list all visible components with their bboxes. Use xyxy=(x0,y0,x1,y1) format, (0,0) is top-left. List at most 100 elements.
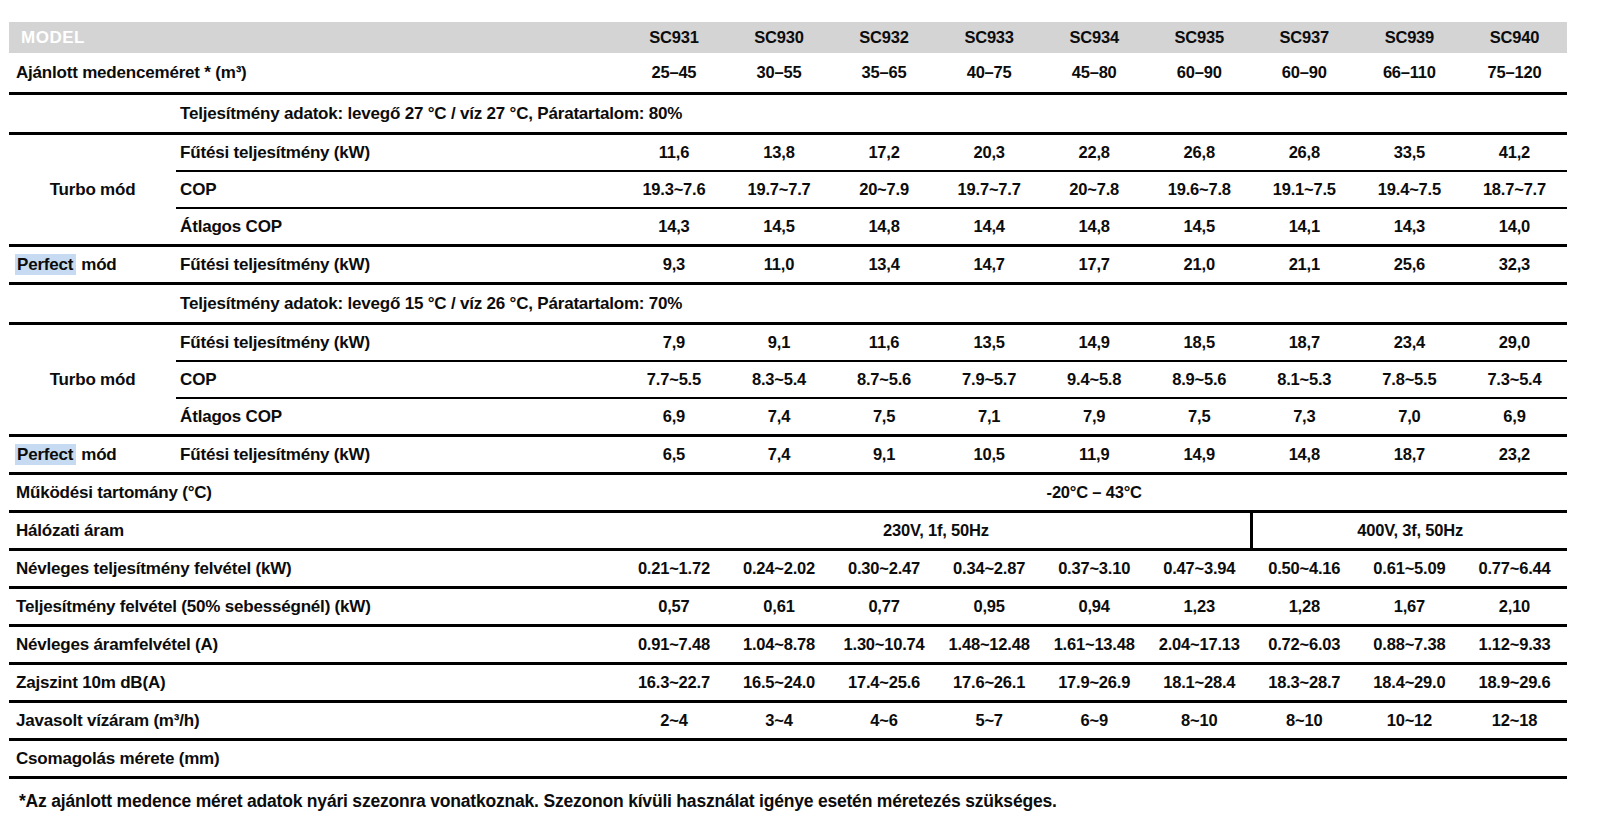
value-cell: 14,9 xyxy=(1042,324,1147,362)
value-cell: 19.7~7.7 xyxy=(937,171,1042,208)
value-cell: 11,6 xyxy=(832,324,937,362)
value-cell: 14,8 xyxy=(832,208,937,246)
rated-power-input-row: Névleges teljesítmény felvétel (kW) 0.21… xyxy=(9,550,1567,588)
value-cell: 26,8 xyxy=(1147,134,1252,172)
value-cell: 7,3 xyxy=(1252,398,1357,436)
value-cell: 16.3~22.7 xyxy=(621,664,726,702)
value-cell: 6,5 xyxy=(621,436,726,474)
value-cell: 7,5 xyxy=(832,398,937,436)
model-column-header: SC939 xyxy=(1357,22,1462,53)
value-cell: 40–75 xyxy=(937,53,1042,94)
value-cell: 14,3 xyxy=(621,208,726,246)
value-cell: 1,23 xyxy=(1147,588,1252,626)
value-cell: 0.34~2.87 xyxy=(937,550,1042,588)
value-cell: 1.04~8.78 xyxy=(726,626,831,664)
row-label: Ajánlott medenceméret * (m³) xyxy=(9,53,621,94)
value-cell: 7,0 xyxy=(1357,398,1462,436)
model-column-header: SC940 xyxy=(1462,22,1567,53)
value-cell: 6~9 xyxy=(1042,702,1147,740)
value-cell: 75–120 xyxy=(1462,53,1567,94)
value-cell: 17,2 xyxy=(832,134,937,172)
value-cell: 7,5 xyxy=(1147,398,1252,436)
value-cell: 32,3 xyxy=(1462,246,1567,284)
value-cell: 0.88~7.38 xyxy=(1357,626,1462,664)
value-cell: 7,9 xyxy=(621,324,726,362)
value-cell: 14,8 xyxy=(1042,208,1147,246)
turbo-mode-label: Turbo mód xyxy=(9,134,176,246)
value-cell: 19.4~7.5 xyxy=(1357,171,1462,208)
value-cell: 2~4 xyxy=(621,702,726,740)
value-cell: 0,61 xyxy=(726,588,831,626)
value-cell: 7.9~5.7 xyxy=(937,361,1042,398)
s1-perfect-heating-row: Perfectmód Fűtési teljesítmény (kW) 9,3 … xyxy=(9,246,1567,284)
spec-sheet: MODEL SC931 SC930 SC932 SC933 SC934 SC93… xyxy=(0,0,1599,814)
rated-current-row: Névleges áramfelvétel (A) 0.91~7.48 1.04… xyxy=(9,626,1567,664)
value-cell: 9.4~5.8 xyxy=(1042,361,1147,398)
value-cell: 4~6 xyxy=(832,702,937,740)
value-cell: 10~12 xyxy=(1357,702,1462,740)
s1-turbo-avgcop-row: Átlagos COP 14,3 14,5 14,8 14,4 14,8 14,… xyxy=(9,208,1567,246)
value-cell: 26,8 xyxy=(1252,134,1357,172)
perfect-mode-label-rest: mód xyxy=(81,445,116,464)
row-label: COP xyxy=(176,361,621,398)
value-cell: 0.50~4.16 xyxy=(1252,550,1357,588)
value-cell: 8~10 xyxy=(1252,702,1357,740)
value-cell: 14,9 xyxy=(1147,436,1252,474)
row-label: Javasolt vízáram (m³/h) xyxy=(9,702,621,740)
value-cell: 12~18 xyxy=(1462,702,1567,740)
table-header-row: MODEL SC931 SC930 SC932 SC933 SC934 SC93… xyxy=(9,22,1567,53)
value-cell: 14,5 xyxy=(1147,208,1252,246)
value-cell: 7.7~5.5 xyxy=(621,361,726,398)
value-cell: 17.6~26.1 xyxy=(937,664,1042,702)
value-cell: 7.8~5.5 xyxy=(1357,361,1462,398)
turbo-mode-label: Turbo mód xyxy=(9,324,176,436)
s1-turbo-cop-row: COP 19.3~7.6 19.7~7.7 20~7.9 19.7~7.7 20… xyxy=(9,171,1567,208)
section1-header-row: Teljesítmény adatok: levegő 27 °C / víz … xyxy=(9,94,1567,134)
value-cell: 17.4~25.6 xyxy=(832,664,937,702)
value-cell: 60–90 xyxy=(1147,53,1252,94)
value-cell: 7,1 xyxy=(937,398,1042,436)
perfect-mode-label: Perfectmód xyxy=(9,436,176,474)
value-cell: 8.9~5.6 xyxy=(1147,361,1252,398)
value-cell: 1,28 xyxy=(1252,588,1357,626)
water-flow-row: Javasolt vízáram (m³/h) 2~4 3~4 4~6 5~7 … xyxy=(9,702,1567,740)
power-input-50pct-row: Teljesítmény felvétel (50% sebességnél) … xyxy=(9,588,1567,626)
s2-turbo-heating-row: Turbo mód Fűtési teljesítmény (kW) 7,9 9… xyxy=(9,324,1567,362)
row-label: Teljesítmény felvétel (50% sebességnél) … xyxy=(9,588,621,626)
value-cell: 1.30~10.74 xyxy=(832,626,937,664)
row-label: Névleges teljesítmény felvétel (kW) xyxy=(9,550,621,588)
row-label: Névleges áramfelvétel (A) xyxy=(9,626,621,664)
value-cell: 21,1 xyxy=(1252,246,1357,284)
perfect-mode-label: Perfectmód xyxy=(9,246,176,284)
value-cell: 6,9 xyxy=(621,398,726,436)
value-cell: 11,6 xyxy=(621,134,726,172)
power-400v-value: 400V, 3f, 50Hz xyxy=(1252,512,1567,550)
value-cell: 1.61~13.48 xyxy=(1042,626,1147,664)
value-cell: 14,5 xyxy=(726,208,831,246)
value-cell: 2.04~17.13 xyxy=(1147,626,1252,664)
value-cell: 6,9 xyxy=(1462,398,1567,436)
model-column-header: SC933 xyxy=(937,22,1042,53)
row-label: Fűtési teljesítmény (kW) xyxy=(176,436,621,474)
perfect-mode-label-rest: mód xyxy=(81,255,116,274)
row-label: Csomagolás mérete (mm) xyxy=(9,740,621,778)
value-cell: 25,6 xyxy=(1357,246,1462,284)
value-cell: 0.30~2.47 xyxy=(832,550,937,588)
value-cell: 1,67 xyxy=(1357,588,1462,626)
row-label: Átlagos COP xyxy=(176,208,621,246)
value-cell: 18.7~7.7 xyxy=(1462,171,1567,208)
value-cell: 8.1~5.3 xyxy=(1252,361,1357,398)
value-cell: 0.77~6.44 xyxy=(1462,550,1567,588)
value-cell: 19.1~7.5 xyxy=(1252,171,1357,208)
footnote-1: *Az ajánlott medence méret adatok nyári … xyxy=(19,788,1599,814)
model-column-header: SC937 xyxy=(1252,22,1357,53)
value-cell: 18.1~28.4 xyxy=(1147,664,1252,702)
value-cell: 60–90 xyxy=(1252,53,1357,94)
model-column-header: SC930 xyxy=(726,22,831,53)
value-cell: 33,5 xyxy=(1357,134,1462,172)
value-cell: 18,7 xyxy=(1252,324,1357,362)
value-cell: 0,95 xyxy=(937,588,1042,626)
value-cell: 11,0 xyxy=(726,246,831,284)
value-cell: 0,94 xyxy=(1042,588,1147,626)
value-cell: 21,0 xyxy=(1147,246,1252,284)
